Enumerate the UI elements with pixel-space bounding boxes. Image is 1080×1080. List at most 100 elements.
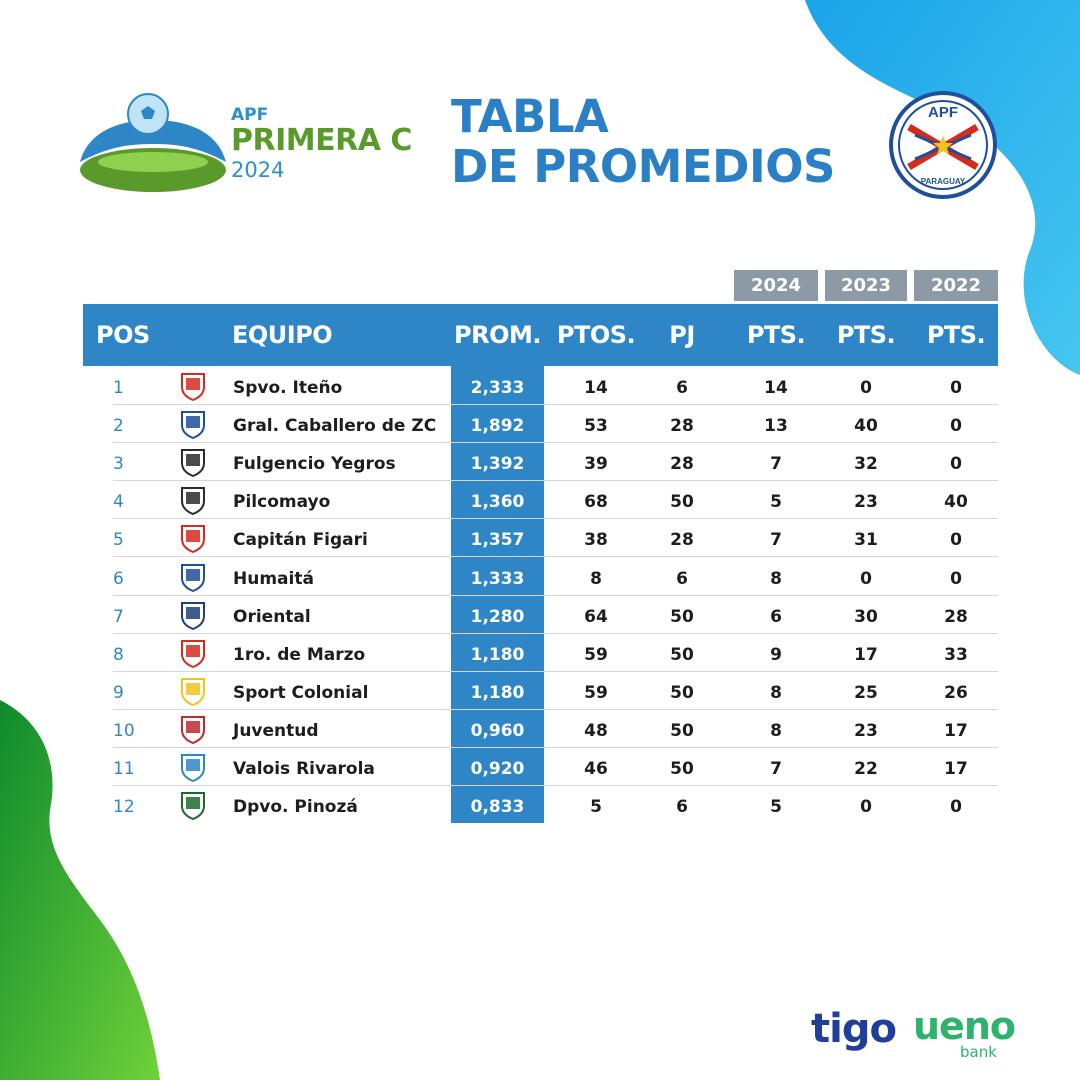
cell-team-name: 1ro. de Marzo xyxy=(233,644,366,665)
cell-team-name: Valois Rivarola xyxy=(233,759,375,779)
cell-prom: 0,960 xyxy=(470,720,525,741)
cell-ptos: 46 xyxy=(584,759,608,779)
cell-pj: 50 xyxy=(670,759,694,779)
cell-ptos: 48 xyxy=(584,720,608,741)
cell-pos: 2 xyxy=(113,416,124,437)
cell-team-name: Humaitá xyxy=(233,568,314,589)
cell-pts-2022: 28 xyxy=(944,606,968,627)
cell-pts-2022: 17 xyxy=(944,759,968,779)
row-divider xyxy=(113,785,998,786)
team-crest-icon xyxy=(181,677,205,706)
cell-ptos: 59 xyxy=(584,682,608,703)
cell-pts-2024: 7 xyxy=(770,454,782,475)
team-crest-icon xyxy=(181,373,205,401)
cell-pos: 6 xyxy=(113,568,124,589)
cell-pts-2022: 0 xyxy=(950,797,962,818)
cell-prom: 1,360 xyxy=(470,492,525,513)
cell-pts-2024: 13 xyxy=(764,416,788,437)
team-crest-icon xyxy=(181,601,205,630)
tigo-logo: tigo xyxy=(811,1006,897,1052)
row-divider xyxy=(113,442,998,444)
cell-team-name: Capitán Figari xyxy=(233,530,368,551)
cell-prom: 0,920 xyxy=(470,759,525,779)
cell-pts-2022: 0 xyxy=(950,568,962,589)
team-crest-icon xyxy=(181,563,205,592)
row-divider xyxy=(113,746,998,748)
cell-pj: 50 xyxy=(670,606,694,627)
cell-pts-2023: 32 xyxy=(854,454,878,475)
team-crest-icon xyxy=(181,639,205,668)
cell-pts-2024: 8 xyxy=(770,720,782,741)
league-year: 2024 xyxy=(231,158,285,182)
row-divider xyxy=(113,594,998,596)
cell-ptos: 53 xyxy=(584,416,608,437)
column-header-pts-2024: PTS. xyxy=(746,321,806,349)
cell-prom: 0,833 xyxy=(470,797,525,818)
cell-pts-2024: 8 xyxy=(770,682,782,703)
ueno-logo: ueno xyxy=(913,1004,1016,1048)
table-row: 8 1ro. de Marzo 1,180 59 50 9 17 33 xyxy=(83,634,998,672)
table-row: 2 Gral. Caballero de ZC 1,892 53 28 13 40 0 xyxy=(83,405,998,444)
cell-pts-2022: 17 xyxy=(944,720,968,741)
column-header-pts-2022: PTS. xyxy=(926,321,986,349)
cell-pts-2022: 0 xyxy=(950,416,962,437)
federation-logo-subtext: PARAGUAY xyxy=(921,177,966,186)
table-row: 4 Pilcomayo 1,360 68 50 5 23 40 xyxy=(83,481,998,520)
row-divider xyxy=(113,404,998,405)
column-header-pts-2023: PTS. xyxy=(836,321,896,349)
row-divider xyxy=(113,708,998,710)
league-name: PRIMERA C xyxy=(231,123,412,158)
cell-pts-2022: 26 xyxy=(944,682,968,703)
season-label-2024: 2024 xyxy=(734,270,818,301)
row-divider xyxy=(113,518,998,520)
cell-pts-2023: 23 xyxy=(854,720,878,741)
cell-pj: 28 xyxy=(670,416,694,437)
cell-prom: 1,180 xyxy=(470,682,525,703)
cell-prom: 1,180 xyxy=(470,644,525,665)
cell-pos: 7 xyxy=(113,606,124,627)
column-header-pj: PJ xyxy=(669,321,695,349)
title-line-1: TABLA xyxy=(451,90,609,143)
cell-team-name: Gral. Caballero de ZC xyxy=(233,416,437,437)
cell-pts-2022: 0 xyxy=(950,378,962,398)
table-header-row: POS EQUIPO PROM. PTOS. PJ PTS. PTS. PTS. xyxy=(83,304,998,366)
cell-pts-2024: 9 xyxy=(770,644,782,665)
season-label-2023: 2023 xyxy=(825,270,907,301)
cell-pts-2024: 5 xyxy=(770,797,782,818)
team-crest-icon xyxy=(181,715,205,744)
cell-team-name: Sport Colonial xyxy=(233,682,369,703)
cell-prom: 1,333 xyxy=(470,568,525,589)
cell-pts-2023: 0 xyxy=(860,797,872,818)
title-line-2: DE PROMEDIOS xyxy=(451,140,835,193)
team-crest-icon xyxy=(181,411,205,440)
cell-pj: 50 xyxy=(670,644,694,665)
cell-ptos: 39 xyxy=(584,454,608,475)
cell-ptos: 8 xyxy=(590,568,602,589)
cell-pts-2023: 0 xyxy=(860,568,872,589)
cell-pj: 6 xyxy=(676,797,688,818)
cell-ptos: 5 xyxy=(590,797,602,818)
cell-pts-2024: 7 xyxy=(770,759,782,779)
cell-pos: 1 xyxy=(113,378,124,398)
cell-pj: 6 xyxy=(676,378,688,398)
cell-pos: 3 xyxy=(113,454,124,475)
federation-logo-icon: APF PARAGUAY xyxy=(889,91,997,199)
table-row: 10 Juventud 0,960 48 50 8 23 17 xyxy=(83,710,998,748)
column-header-pos: POS xyxy=(96,321,150,349)
cell-ptos: 14 xyxy=(584,378,608,398)
table-row: 1 Spvo. Iteño 2,333 14 6 14 0 0 xyxy=(83,367,998,405)
cell-prom: 1,392 xyxy=(470,454,525,475)
cell-ptos: 59 xyxy=(584,644,608,665)
table-row: 5 Capitán Figari 1,357 38 28 7 31 0 xyxy=(83,519,998,558)
column-header-prom: PROM. xyxy=(454,321,541,349)
cell-team-name: Spvo. Iteño xyxy=(233,378,343,398)
cell-prom: 1,892 xyxy=(470,416,525,437)
blue-wave-shape xyxy=(805,0,1080,375)
cell-team-name: Pilcomayo xyxy=(233,492,331,513)
cell-pos: 8 xyxy=(113,644,124,665)
row-divider xyxy=(113,632,998,634)
cell-pts-2022: 0 xyxy=(950,530,962,551)
green-wave-shape xyxy=(0,700,160,1080)
table-row: 11 Valois Rivarola 0,920 46 50 7 22 17 xyxy=(83,748,998,786)
cell-team-name: Juventud xyxy=(233,720,319,741)
